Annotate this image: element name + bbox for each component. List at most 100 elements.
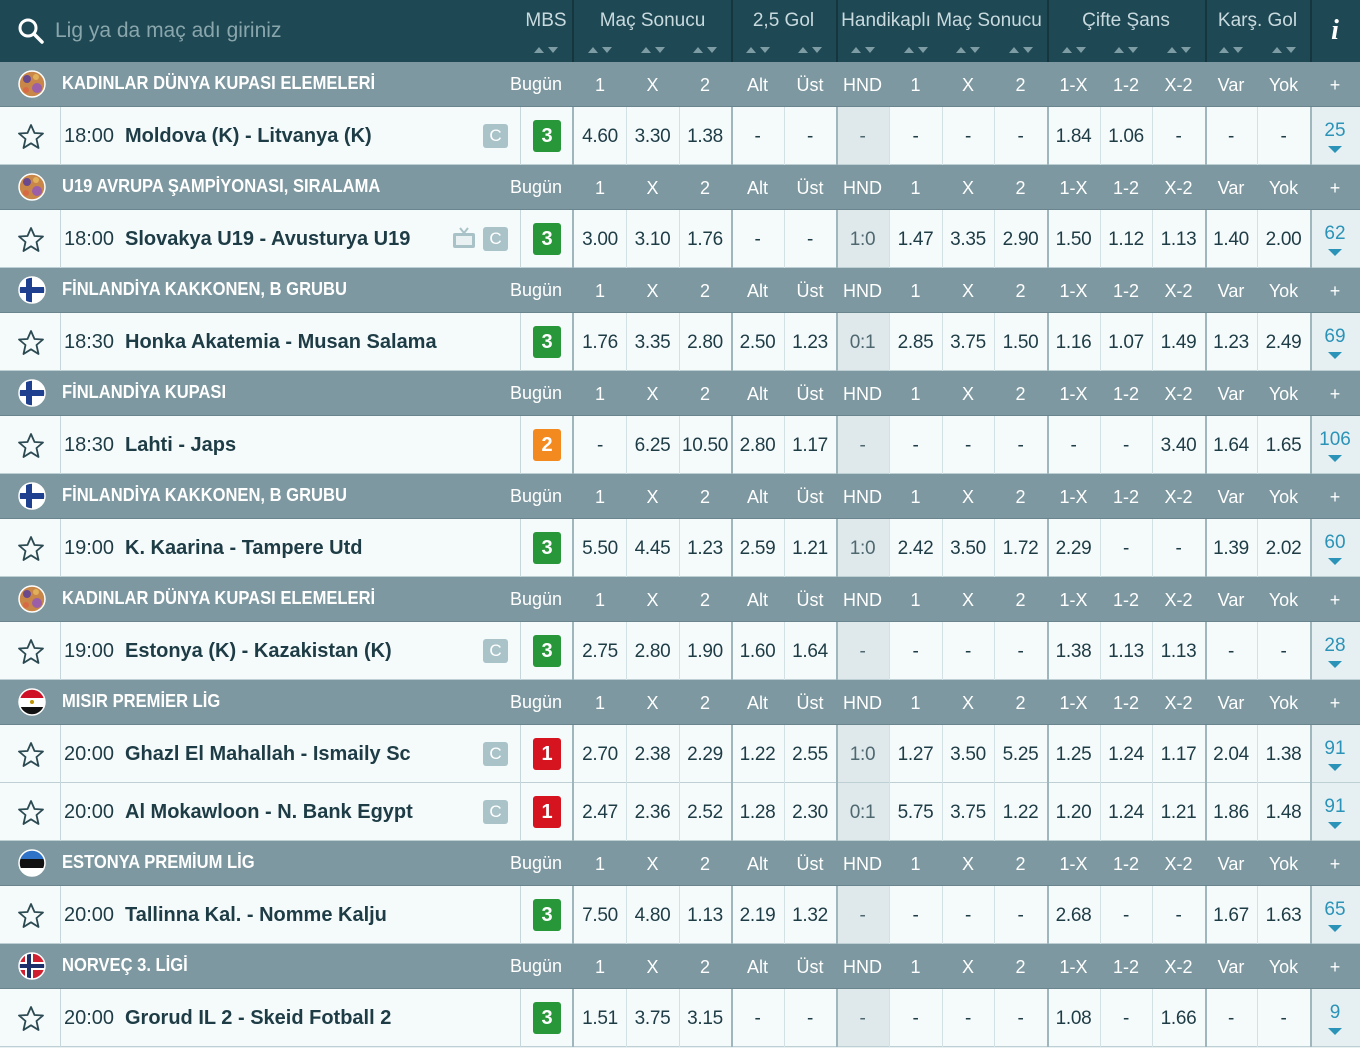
odds-value[interactable]: 2.55 bbox=[792, 744, 828, 765]
odds-column-label[interactable]: + bbox=[1329, 487, 1341, 507]
sort-arrows[interactable] bbox=[954, 44, 982, 54]
league-name[interactable]: ESTONYA PREMİUM LİG bbox=[62, 852, 255, 872]
odds-value[interactable]: 2.68 bbox=[1055, 905, 1092, 926]
more-count[interactable]: 28 bbox=[1324, 635, 1346, 656]
odds-value[interactable]: 2.80 bbox=[739, 435, 776, 456]
odds-value[interactable]: 1.51 bbox=[582, 1008, 618, 1029]
odds-value[interactable]: 1.63 bbox=[1265, 905, 1302, 926]
odds-value[interactable]: - bbox=[1280, 1008, 1287, 1029]
odds-value[interactable]: 1.60 bbox=[739, 641, 776, 662]
more-arrow[interactable] bbox=[1327, 557, 1343, 566]
favorite-star[interactable] bbox=[17, 432, 45, 459]
odds-column-label[interactable]: + bbox=[1329, 957, 1341, 977]
odds-value[interactable]: 1.22 bbox=[1002, 802, 1039, 823]
odds-value[interactable]: - bbox=[1122, 435, 1130, 456]
odds-value[interactable]: - bbox=[596, 435, 604, 456]
odds-column-label[interactable]: + bbox=[1329, 854, 1341, 874]
odds-column-label[interactable]: + bbox=[1329, 590, 1341, 610]
live-badge[interactable]: C bbox=[483, 639, 508, 663]
odds-value[interactable]: 1.47 bbox=[897, 229, 934, 250]
odds-value[interactable]: 1.39 bbox=[1213, 538, 1249, 559]
odds-value[interactable]: 1.86 bbox=[1213, 802, 1249, 823]
odds-value[interactable]: 1.48 bbox=[1265, 802, 1302, 823]
odds-value[interactable]: - bbox=[806, 126, 814, 147]
league-name[interactable]: FİNLANDİYA KAKKONEN, B GRUBU bbox=[62, 279, 347, 299]
odds-column-label[interactable]: + bbox=[1329, 281, 1341, 301]
favorite-star[interactable] bbox=[17, 799, 45, 826]
odds-value[interactable]: - bbox=[1017, 126, 1024, 147]
odds-value[interactable]: - bbox=[859, 126, 866, 147]
odds-value[interactable]: 2.70 bbox=[582, 744, 618, 765]
sort-arrows[interactable] bbox=[849, 44, 877, 54]
odds-value[interactable]: - bbox=[1280, 641, 1287, 662]
odds-value[interactable]: 0:1 bbox=[849, 802, 876, 823]
odds-value[interactable]: - bbox=[1227, 1008, 1235, 1029]
odds-value[interactable]: 6.25 bbox=[634, 435, 671, 456]
odds-value[interactable]: 1.23 bbox=[687, 538, 723, 559]
search-input[interactable]: Lig ya da maç adı giriniz bbox=[55, 19, 282, 42]
odds-value[interactable]: 4.80 bbox=[634, 905, 671, 926]
odds-value[interactable]: - bbox=[964, 435, 972, 456]
odds-value[interactable]: 10.50 bbox=[681, 435, 729, 456]
odds-value[interactable]: 1.22 bbox=[739, 744, 776, 765]
odds-value[interactable]: 2.47 bbox=[582, 802, 618, 823]
odds-value[interactable]: - bbox=[859, 905, 866, 926]
odds-value[interactable]: 1.84 bbox=[1055, 126, 1092, 147]
odds-value[interactable]: 1.27 bbox=[897, 744, 934, 765]
odds-value[interactable]: - bbox=[964, 126, 972, 147]
odds-value[interactable]: 1.72 bbox=[1002, 538, 1039, 559]
odds-value[interactable]: - bbox=[859, 1008, 866, 1029]
sort-arrows[interactable] bbox=[532, 44, 560, 54]
odds-value[interactable]: 3.35 bbox=[634, 332, 671, 353]
match-teams[interactable]: Moldova (K) - Litvanya (K) bbox=[125, 125, 372, 147]
odds-value[interactable]: 2.19 bbox=[739, 905, 776, 926]
more-count[interactable]: 9 bbox=[1329, 1002, 1341, 1023]
odds-value[interactable]: 7.50 bbox=[582, 905, 618, 926]
odds-value[interactable]: 1.65 bbox=[1265, 435, 1302, 456]
odds-value[interactable]: 2.30 bbox=[792, 802, 828, 823]
odds-value[interactable]: 2.59 bbox=[739, 538, 776, 559]
sort-arrows[interactable] bbox=[1165, 44, 1193, 54]
more-count[interactable]: 62 bbox=[1324, 223, 1346, 244]
odds-value[interactable]: 2.80 bbox=[687, 332, 723, 353]
odds-value[interactable]: - bbox=[912, 641, 919, 662]
more-arrow[interactable] bbox=[1327, 660, 1343, 669]
sort-arrows[interactable] bbox=[1270, 44, 1298, 54]
league-name[interactable]: U19 AVRUPA ŞAMPİYONASI, SIRALAMA bbox=[62, 176, 381, 196]
odds-value[interactable]: 2.02 bbox=[1265, 538, 1302, 559]
odds-value[interactable]: 1.32 bbox=[792, 905, 828, 926]
live-badge[interactable]: C bbox=[483, 227, 508, 251]
odds-value[interactable]: 1.23 bbox=[1213, 332, 1249, 353]
tv-icon[interactable] bbox=[451, 227, 477, 251]
odds-value[interactable]: 2.38 bbox=[634, 744, 671, 765]
odds-value[interactable]: 3.40 bbox=[1160, 435, 1197, 456]
match-teams[interactable]: Tallinna Kal. - Nomme Kalju bbox=[125, 904, 387, 926]
odds-column-label[interactable]: + bbox=[1329, 75, 1341, 95]
odds-value[interactable]: 2.85 bbox=[897, 332, 934, 353]
more-arrow[interactable] bbox=[1327, 145, 1343, 154]
odds-column-label[interactable]: + bbox=[1329, 178, 1341, 198]
odds-value[interactable]: 1.67 bbox=[1213, 905, 1249, 926]
match-teams[interactable]: Slovakya U19 - Avusturya U19 bbox=[125, 228, 411, 250]
odds-value[interactable]: 1.38 bbox=[1265, 744, 1302, 765]
favorite-star[interactable] bbox=[17, 226, 45, 253]
sort-arrows[interactable] bbox=[796, 44, 824, 54]
odds-value[interactable]: 1.13 bbox=[687, 905, 723, 926]
odds-value[interactable]: 1.17 bbox=[1160, 744, 1197, 765]
more-arrow[interactable] bbox=[1327, 454, 1343, 463]
odds-value[interactable]: 1.76 bbox=[582, 332, 618, 353]
odds-value[interactable]: 3.75 bbox=[950, 802, 986, 823]
more-count[interactable]: 69 bbox=[1324, 326, 1346, 347]
odds-value[interactable]: 1.07 bbox=[1108, 332, 1144, 353]
odds-value[interactable]: 2.36 bbox=[634, 802, 671, 823]
league-name[interactable]: KADINLAR DÜNYA KUPASI ELEMELERİ bbox=[62, 73, 376, 93]
more-arrow[interactable] bbox=[1327, 248, 1343, 257]
odds-value[interactable]: 2.42 bbox=[897, 538, 934, 559]
favorite-star[interactable] bbox=[17, 638, 45, 665]
odds-value[interactable]: 3.30 bbox=[634, 126, 671, 147]
sort-arrows[interactable] bbox=[1217, 44, 1245, 54]
odds-value[interactable]: - bbox=[1280, 126, 1287, 147]
odds-value[interactable]: - bbox=[1122, 905, 1130, 926]
odds-value[interactable]: 1.24 bbox=[1108, 802, 1144, 823]
odds-value[interactable]: - bbox=[1227, 126, 1235, 147]
